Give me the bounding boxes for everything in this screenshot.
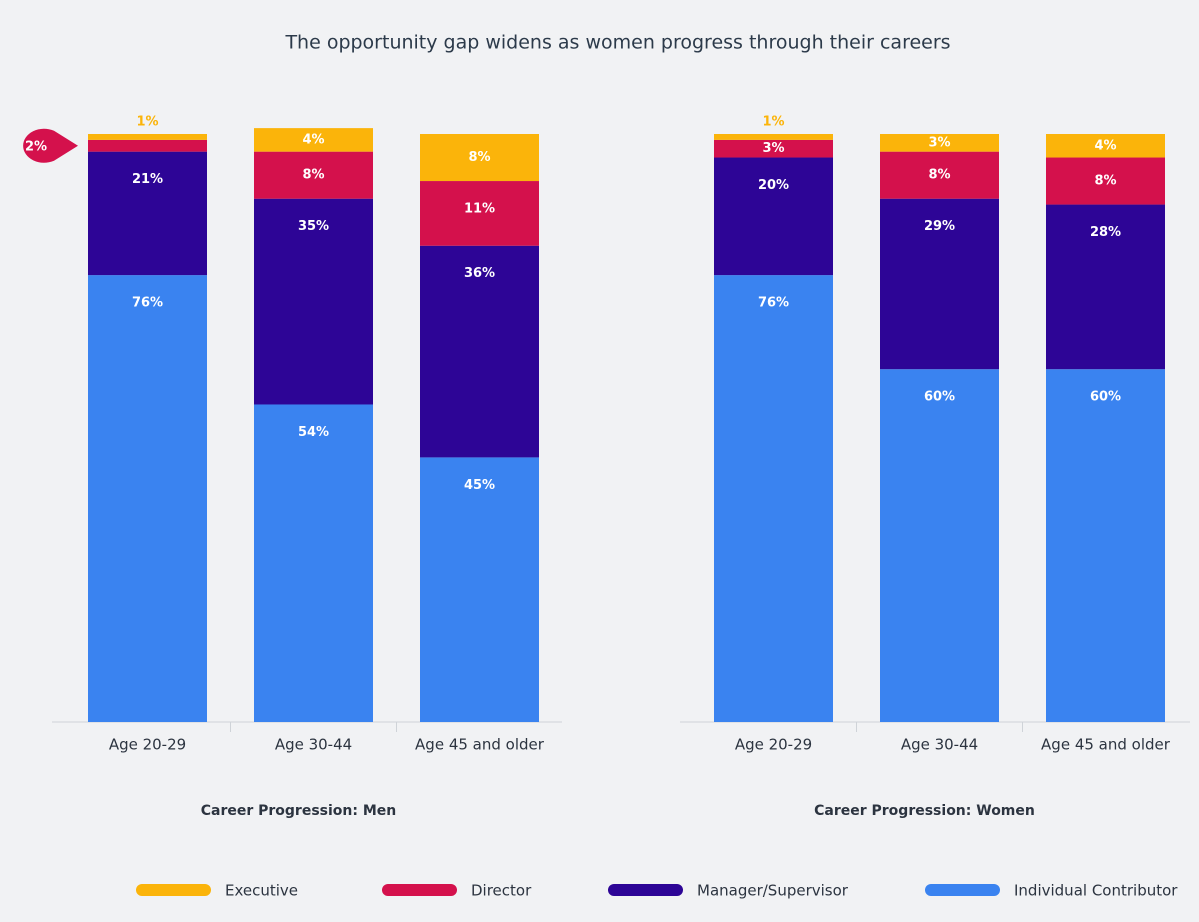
value-label: 54% [298, 425, 329, 440]
bar-segment [88, 139, 207, 152]
x-axis-title: Career Progression: Women [814, 803, 1035, 819]
x-tick-label: Age 30-44 [901, 736, 978, 754]
bar-segment [714, 139, 833, 158]
value-label: 3% [762, 141, 784, 156]
value-label: 76% [758, 296, 789, 311]
value-label: 3% [928, 135, 950, 150]
bar-segment [88, 275, 207, 722]
bar-segment [880, 134, 999, 152]
bar-segment [1046, 204, 1165, 370]
bar-segment [254, 151, 373, 199]
value-label: 29% [924, 219, 955, 234]
value-label: 60% [1090, 390, 1121, 405]
bar-segment [880, 369, 999, 722]
legend-label: Director [471, 882, 532, 900]
bar-segment [254, 198, 373, 405]
value-label: 36% [464, 266, 495, 281]
bar-segment [880, 151, 999, 199]
value-label: 21% [132, 172, 163, 187]
legend-swatch [925, 884, 1000, 896]
bar-segment [420, 245, 539, 458]
bar-segment [254, 128, 373, 152]
value-label: 11% [464, 202, 495, 217]
bar-segment [420, 457, 539, 722]
legend-label: Individual Contributor [1014, 882, 1178, 900]
x-tick-label: Age 20-29 [735, 736, 812, 754]
value-label: 8% [928, 168, 950, 183]
bar-segment [88, 151, 207, 276]
value-label: 28% [1090, 225, 1121, 240]
bar-segment [714, 275, 833, 722]
value-label: 60% [924, 390, 955, 405]
value-label: 20% [758, 178, 789, 193]
value-label: 4% [1094, 138, 1116, 153]
x-tick-label: Age 30-44 [275, 736, 352, 754]
legend-label: Executive [225, 882, 298, 900]
bar-segment [254, 404, 373, 722]
x-tick-label: Age 45 and older [415, 736, 545, 754]
chart-title: The opportunity gap widens as women prog… [284, 32, 950, 54]
bar-segment [1046, 134, 1165, 158]
bar-segment [714, 134, 833, 140]
value-label: 8% [468, 150, 490, 165]
bar-segment [880, 198, 999, 370]
bar-segment [420, 134, 539, 182]
bar-segment [1046, 369, 1165, 722]
callout [23, 128, 78, 163]
value-label: 8% [302, 168, 324, 183]
legend-label: Manager/Supervisor [697, 882, 849, 900]
legend-swatch [382, 884, 457, 896]
value-label: 35% [298, 219, 329, 234]
value-label: 45% [464, 478, 495, 493]
legend-swatch [608, 884, 683, 896]
value-label: 1% [136, 115, 158, 130]
bar-segment [420, 181, 539, 246]
bar-segment [714, 157, 833, 276]
value-label: 4% [302, 132, 324, 147]
x-axis-title: Career Progression: Men [201, 803, 397, 819]
value-label: 76% [132, 296, 163, 311]
x-tick-label: Age 20-29 [109, 736, 186, 754]
value-label: 8% [1094, 174, 1116, 189]
legend-swatch [136, 884, 211, 896]
bar-segment [1046, 157, 1165, 205]
value-label: 1% [762, 115, 784, 130]
value-label: 2% [25, 139, 47, 154]
bar-segment [88, 134, 207, 140]
x-tick-label: Age 45 and older [1041, 736, 1171, 754]
